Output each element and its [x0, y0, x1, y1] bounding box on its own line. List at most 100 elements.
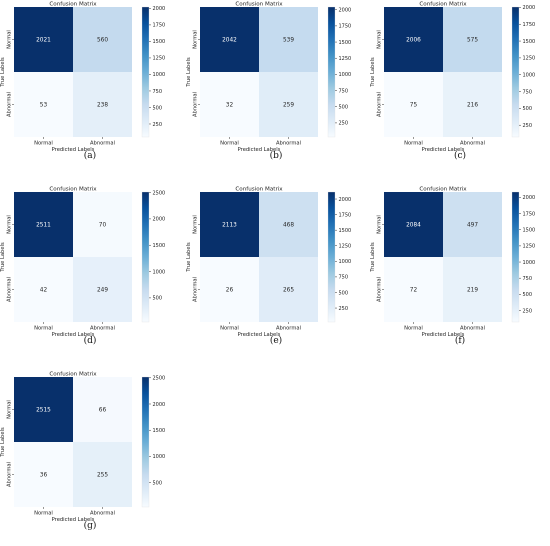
- colorbar-tick-label: 2000: [523, 195, 536, 201]
- heatmap-cell: [200, 72, 259, 137]
- cell-value-label: 2515: [36, 408, 51, 414]
- y-tick-label: Abnormal: [377, 92, 383, 117]
- colorbar-tick-label: 1750: [339, 24, 352, 30]
- colorbar-tick-label: 500: [523, 292, 533, 298]
- cell-value-label: 219: [467, 288, 478, 294]
- y-tick-label: Normal: [7, 400, 13, 419]
- colorbar-tick-label: 2000: [339, 8, 352, 14]
- x-tick-label: Abnormal: [90, 326, 115, 332]
- y-axis-label: True Labels: [186, 57, 192, 88]
- heatmap-cell: [14, 72, 73, 137]
- cell-value-label: 468: [283, 223, 294, 229]
- x-axis-label: Predicted Labels: [52, 147, 95, 153]
- heatmap-cell: [14, 442, 73, 507]
- colorbar-tick-label: 500: [153, 296, 163, 302]
- colorbar-tick-label: 1000: [153, 72, 166, 78]
- colorbar: [141, 376, 150, 508]
- x-tick-label: Normal: [34, 141, 53, 147]
- heatmap-cell: [200, 257, 259, 322]
- colorbar: [141, 191, 150, 323]
- chart-title: Confusion Matrix: [235, 187, 283, 193]
- y-tick-label: Normal: [193, 30, 199, 49]
- colorbar-tick-label: 1750: [523, 211, 536, 217]
- cell-value-label: 259: [283, 103, 294, 109]
- confusion-matrix-chart-c: Confusion Matrix 2006 575 75 216 Normal Abnorm…: [370, 2, 536, 154]
- colorbar-tick-label: 1750: [339, 212, 352, 218]
- heatmap-cell: [384, 72, 443, 137]
- panel-caption-e: (e): [269, 336, 283, 346]
- colorbar-tick-label: 1500: [153, 243, 166, 249]
- confusion-matrix-chart-g: Confusion Matrix 2515 66 36 255 Normal Abnorma…: [0, 372, 166, 524]
- confusion-matrix-panel-c: Confusion Matrix 2006 575 75 216 Normal Abnorm…: [370, 0, 550, 176]
- colorbar-tick-label: 750: [339, 88, 349, 94]
- heatmap-cell: [200, 7, 259, 72]
- heatmap-cell: [14, 192, 73, 257]
- colorbar: [511, 6, 520, 138]
- colorbar-tick-label: 2000: [153, 6, 166, 12]
- colorbar-tick-label: 750: [523, 276, 533, 282]
- colorbar-tick-label: 1750: [153, 23, 166, 29]
- heatmap-cell: [259, 72, 318, 137]
- x-tick-label: Normal: [220, 326, 239, 332]
- heatmap-cell: [73, 7, 132, 72]
- chart-title: Confusion Matrix: [235, 2, 283, 8]
- chart-title: Confusion Matrix: [49, 187, 97, 193]
- x-axis-label: Predicted Labels: [52, 332, 95, 338]
- heatmap-cell: [384, 7, 443, 72]
- colorbar-tick-label: 1000: [523, 73, 536, 79]
- x-axis-label: Predicted Labels: [422, 147, 465, 153]
- colorbar-tick-label: 1250: [339, 56, 352, 62]
- colorbar-tick-label: 750: [153, 89, 163, 95]
- colorbar: [511, 191, 520, 323]
- panel-caption-f: (f): [454, 336, 466, 346]
- x-tick-label: Abnormal: [460, 326, 485, 332]
- colorbar-tick-label: 2000: [339, 197, 352, 203]
- chart-title: Confusion Matrix: [49, 372, 97, 378]
- cell-value-label: 575: [467, 38, 478, 44]
- cell-value-label: 66: [99, 408, 107, 414]
- heatmap-cell: [443, 72, 502, 137]
- colorbar-tick-label: 250: [339, 121, 349, 127]
- x-tick-label: Normal: [404, 141, 423, 147]
- x-tick-label: Abnormal: [460, 141, 485, 147]
- cell-value-label: 53: [40, 103, 48, 109]
- confusion-matrix-chart-a: Confusion Matrix 2021 560 53 238 Normal Abnorm…: [0, 2, 166, 154]
- colorbar-tick-label: 2000: [153, 217, 166, 223]
- y-tick-label: Normal: [7, 30, 13, 49]
- x-axis-label: Predicted Labels: [52, 517, 95, 523]
- heatmap-cell: [200, 192, 259, 257]
- colorbar-tick-label: 1250: [153, 56, 166, 62]
- confusion-matrix-panel-g: Confusion Matrix 2515 66 36 255 Normal Abnorma…: [0, 370, 180, 546]
- cell-value-label: 238: [97, 103, 108, 109]
- panel-caption-g: (g): [83, 521, 97, 531]
- y-axis-label: True Labels: [370, 57, 376, 88]
- heatmap-cell: [384, 257, 443, 322]
- colorbar-tick-label: 1000: [153, 454, 166, 460]
- colorbar: [327, 6, 336, 138]
- chart-title: Confusion Matrix: [419, 187, 467, 193]
- colorbar-tick-label: 1500: [153, 428, 166, 434]
- heatmap-cell: [73, 442, 132, 507]
- cell-value-label: 2113: [222, 223, 237, 229]
- colorbar-tick-label: 1250: [523, 244, 536, 250]
- cell-value-label: 216: [467, 103, 478, 109]
- colorbar-tick-label: 1750: [523, 22, 536, 28]
- heatmap-cell: [14, 257, 73, 322]
- panel-caption-c: (c): [453, 151, 467, 161]
- colorbar-tick-label: 1500: [339, 228, 352, 234]
- x-tick-label: Normal: [220, 141, 239, 147]
- confusion-matrix-chart-f: Confusion Matrix 2084 497 72 219 Normal Abnorm…: [370, 187, 536, 339]
- cell-value-label: 2511: [36, 223, 51, 229]
- y-tick-label: Abnormal: [7, 277, 13, 302]
- colorbar-tick-label: 750: [523, 89, 533, 95]
- colorbar-tick-label: 2000: [153, 402, 166, 408]
- colorbar-tick-label: 1000: [339, 259, 352, 265]
- x-tick-label: Abnormal: [90, 511, 115, 517]
- heatmap-cell: [259, 257, 318, 322]
- cell-value-label: 560: [97, 38, 108, 44]
- cell-value-label: 2042: [222, 38, 237, 44]
- cell-value-label: 255: [97, 473, 108, 479]
- heatmap-cell: [384, 192, 443, 257]
- colorbar-tick-label: 1500: [523, 39, 536, 45]
- heatmap-cell: [73, 72, 132, 137]
